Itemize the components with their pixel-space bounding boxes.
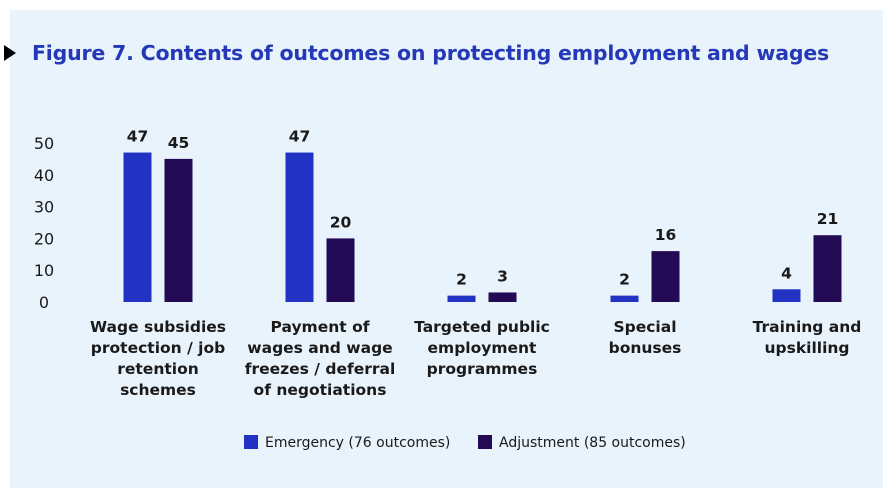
- data-label: 20: [330, 213, 352, 231]
- data-label: 3: [497, 267, 508, 285]
- category-label: programmes: [427, 360, 538, 378]
- category-label: upskilling: [764, 339, 849, 357]
- data-label: 2: [619, 271, 630, 289]
- data-label: 47: [289, 128, 311, 146]
- y-tick-label: 50: [34, 134, 54, 153]
- triangle-marker-icon: [4, 45, 16, 61]
- bar-emergency: [447, 295, 476, 302]
- legend-swatch: [478, 435, 492, 449]
- data-label: 45: [168, 134, 190, 152]
- bars: [123, 152, 842, 302]
- category-label: wages and wage: [247, 339, 392, 357]
- category-label: Payment of: [271, 318, 370, 336]
- data-label: 21: [817, 210, 839, 228]
- legend-swatch: [244, 435, 258, 449]
- data-label: 4: [781, 264, 792, 282]
- y-tick-label: 40: [34, 166, 54, 185]
- y-axis: 0 10 20 30 40 50: [34, 134, 54, 312]
- category-label: bonuses: [609, 339, 682, 357]
- category-label: Special: [613, 318, 676, 336]
- data-label: 2: [456, 271, 467, 289]
- category-label: of negotiations: [254, 381, 387, 399]
- bar-emergency: [772, 289, 801, 302]
- data-labels: 47 45 47 20 2 3 2 16 4 21: [127, 128, 839, 289]
- data-label: 47: [127, 128, 149, 146]
- category-label: Training and: [753, 318, 862, 336]
- figure-panel: [10, 10, 883, 488]
- category-label: retention: [117, 360, 199, 378]
- legend-label: Emergency (76 outcomes): [265, 435, 450, 451]
- bar-adjustment: [326, 238, 355, 302]
- bar-adjustment: [164, 158, 193, 302]
- legend: Emergency (76 outcomes) Adjustment (85 ou…: [244, 435, 686, 451]
- category-labels: Wage subsidies protection / job retention s…: [90, 318, 861, 399]
- legend-label: Adjustment (85 outcomes): [499, 435, 686, 451]
- y-tick-label: 30: [34, 198, 54, 217]
- y-tick-label: 10: [34, 261, 54, 280]
- bar-adjustment: [813, 235, 842, 302]
- category-label: schemes: [120, 381, 196, 399]
- bar-emergency: [123, 152, 152, 302]
- category-label: protection / job: [91, 339, 225, 357]
- bar-emergency: [610, 295, 639, 302]
- category-label: employment: [428, 339, 538, 357]
- bar-emergency: [285, 152, 314, 302]
- figure-title-row: Figure 7. Contents of outcomes on protec…: [0, 38, 829, 68]
- y-tick-label: 20: [34, 229, 54, 248]
- bar-adjustment: [488, 292, 517, 302]
- category-label: freezes / deferral: [245, 360, 396, 378]
- data-label: 16: [655, 226, 677, 244]
- figure-title: Figure 7. Contents of outcomes on protec…: [32, 41, 830, 65]
- bar-adjustment: [651, 251, 680, 302]
- category-label: Targeted public: [414, 318, 550, 336]
- y-tick-label: 0: [39, 293, 49, 312]
- category-label: Wage subsidies: [90, 318, 226, 336]
